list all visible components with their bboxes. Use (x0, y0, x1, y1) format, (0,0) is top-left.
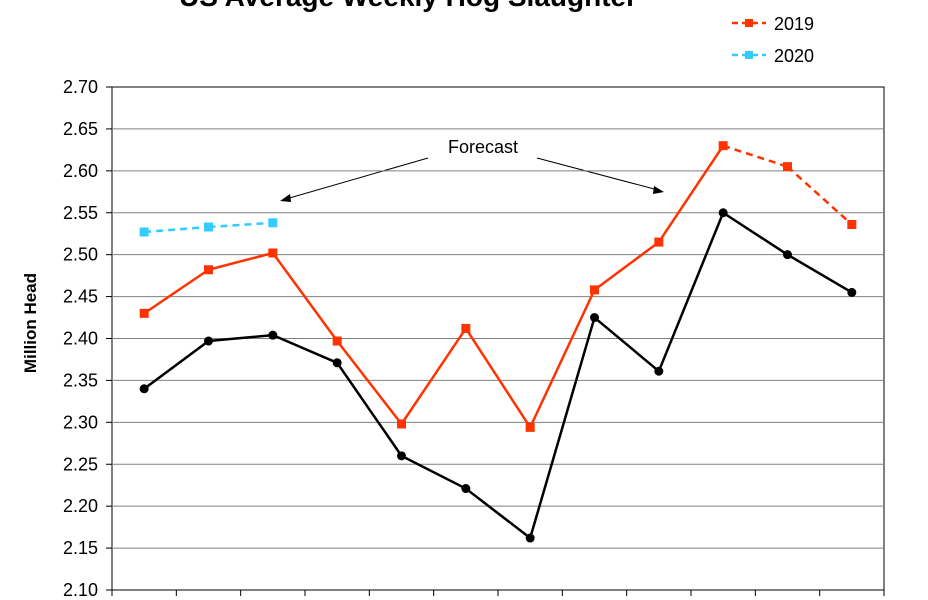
series-unlabeled-segment (272, 333, 338, 364)
series-unlabeled-point (461, 484, 471, 494)
series-unlabeled-point (525, 533, 535, 543)
series-2019-point (204, 265, 213, 275)
legend-item-2020: 2020 (732, 46, 814, 66)
series-2019-segment (722, 144, 788, 168)
series-2019-point (590, 285, 599, 295)
series-2019-point (783, 162, 792, 172)
series-2020-point (139, 227, 149, 237)
series-2019-point (718, 141, 728, 151)
series-2019-segment (336, 340, 403, 425)
legend-marker-2020 (745, 51, 753, 59)
y-tick-label: 2.55 (63, 203, 98, 223)
series-2019-segment (593, 241, 660, 291)
forecast-arrow-left (285, 157, 429, 200)
series-unlabeled-point (139, 384, 149, 394)
y-tick-label: 2.65 (63, 119, 98, 139)
series-unlabeled-segment (722, 211, 789, 256)
series-2019-segment (786, 165, 853, 226)
series-2019-segment (529, 289, 596, 428)
series-2019-segment (657, 144, 725, 243)
series-unlabeled-point (590, 313, 599, 323)
plot-area: 2.10 2.15 2.20 2.25 2.30 2.35 2.40 2.45 2.50 2.55… (63, 77, 885, 600)
series-unlabeled-point (332, 358, 342, 368)
series-unlabeled-segment (528, 317, 596, 539)
y-tick-label: 2.10 (63, 580, 98, 600)
y-tick-label: 2.70 (63, 77, 98, 97)
chart-title: US Average Weekly Hog Slaughter (179, 0, 637, 12)
series-unlabeled-segment (143, 340, 210, 390)
series-2019-segment (271, 252, 339, 342)
y-tick-label: 2.45 (63, 287, 98, 307)
series-2019-point (525, 422, 535, 432)
series-2019-point (397, 419, 406, 429)
series-unlabeled-point (397, 451, 406, 461)
y-tick-label: 2.15 (63, 538, 98, 558)
series-unlabeled-point (783, 250, 792, 260)
series-unlabeled-segment (786, 253, 853, 294)
series-unlabeled-segment (465, 487, 531, 540)
series-unlabeled-segment (208, 333, 273, 343)
y-tick-label: 2.30 (63, 412, 98, 432)
forecast-annotation: Forecast (280, 137, 664, 202)
series-2019-segment (400, 327, 467, 425)
forecast-arrowhead-right (653, 186, 664, 194)
series-2020-point (204, 222, 213, 232)
y-axis-label: Million Head (21, 273, 40, 373)
series-2019-segment (464, 327, 532, 429)
series-2020-segment (144, 225, 209, 234)
series-2019-point (461, 323, 471, 333)
series-2020-segment (208, 221, 273, 229)
y-tick-label: 2.20 (63, 496, 98, 516)
series-2019-point (654, 237, 664, 247)
legend-label-2019: 2019 (774, 14, 814, 34)
y-tick-label: 2.35 (63, 370, 98, 390)
series-2020-point (268, 218, 278, 228)
series-2019-point (139, 308, 149, 318)
series-unlabeled-segment (657, 212, 725, 372)
series-2019-point (268, 248, 278, 258)
series-2019-segment (208, 251, 274, 271)
series-unlabeled-segment (400, 454, 467, 490)
series-unlabeled-point (204, 336, 213, 346)
series-unlabeled-segment (593, 316, 660, 373)
series-2019-point (847, 219, 857, 229)
series-2019-point (332, 336, 342, 346)
forecast-arrow-right (536, 157, 659, 191)
forecast-arrowhead-left (280, 194, 291, 202)
legend: 2019 2020 (732, 14, 814, 66)
series-unlabeled-point (268, 330, 278, 340)
series-unlabeled-point (654, 366, 664, 376)
legend-label-2020: 2020 (774, 46, 814, 66)
series-unlabeled-point (847, 287, 857, 297)
y-tick-label: 2.40 (63, 329, 98, 349)
y-tick-label: 2.25 (63, 454, 98, 474)
forecast-label: Forecast (448, 137, 518, 157)
series-2019-segment (143, 268, 210, 315)
legend-item-2019: 2019 (732, 14, 814, 34)
y-tick-label: 2.50 (63, 245, 98, 265)
series-unlabeled-segment (336, 362, 403, 457)
series-unlabeled-point (718, 208, 728, 218)
y-tick-label: 2.60 (63, 161, 98, 181)
legend-marker-2019 (745, 19, 753, 27)
